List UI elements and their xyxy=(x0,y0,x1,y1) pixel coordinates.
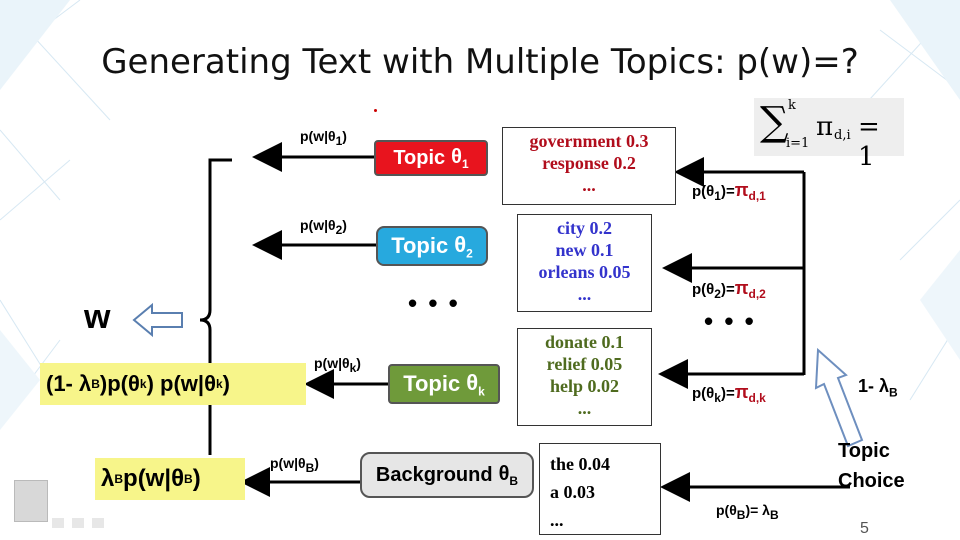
one-minus-lambda-b: 1- λB xyxy=(858,376,898,400)
background-topic-box: Background θB xyxy=(360,452,534,498)
topic-1-box: Topic θ1 xyxy=(374,140,488,176)
prior-background: p(θB)= λB xyxy=(716,502,779,522)
normalization-formula: ∑ k i=1 π d,i = 1 xyxy=(754,98,904,172)
formula-pi-sub: d,i xyxy=(834,128,851,143)
topic-k-distribution: donate 0.1 relief 0.05 help 0.02... xyxy=(517,328,652,426)
stray-dot xyxy=(374,109,377,112)
right-background-decoration xyxy=(859,0,960,401)
topic-choice-arrow xyxy=(814,347,864,448)
topic-k-box: Topic θk xyxy=(388,364,500,404)
topic-k-mixture-term: (1- λ B)p(θ k) p(w|θ k) xyxy=(40,363,306,405)
player-logo-icon xyxy=(14,480,48,522)
slide-title: Generating Text with Multiple Topics: p(… xyxy=(101,42,859,82)
formula-sum-upper: k xyxy=(788,98,796,113)
background-distribution: the 0.04 a 0.03... xyxy=(539,443,661,535)
topic-2-box: Topic θ2 xyxy=(376,226,488,266)
topic-2-distribution: city 0.2 new 0.1 orleans 0.05... xyxy=(517,214,652,312)
formula-equals: = 1 xyxy=(858,112,880,172)
player-controls-icon[interactable] xyxy=(52,518,122,528)
edge-label-background: p(w|θB) xyxy=(270,455,319,475)
w-hollow-arrow xyxy=(132,302,183,338)
prior-topic-1: p(θ1)=πd,1 xyxy=(692,180,766,203)
topic-choice-label: Topic Choice xyxy=(838,440,905,492)
edge-label-topic-2: p(w|θ2) xyxy=(300,217,347,237)
prior-topic-k: p(θk)=πd,k xyxy=(692,382,766,405)
right-ellipsis: • • • xyxy=(704,306,756,336)
edge-label-topic-1: p(w|θ1) xyxy=(300,128,347,148)
prior-topic-2: p(θ2)=πd,2 xyxy=(692,278,766,301)
word-w: w xyxy=(84,298,111,336)
page-number: 5 xyxy=(860,520,869,537)
formula-pi: π xyxy=(816,112,834,142)
formula-sum-lower: i=1 xyxy=(786,136,810,151)
middle-ellipsis: • • • xyxy=(408,288,460,318)
left-background-decoration xyxy=(0,0,111,430)
edge-label-topic-k: p(w|θk) xyxy=(314,355,361,375)
topic-1-distribution: government 0.3 response 0.2... xyxy=(502,127,676,205)
